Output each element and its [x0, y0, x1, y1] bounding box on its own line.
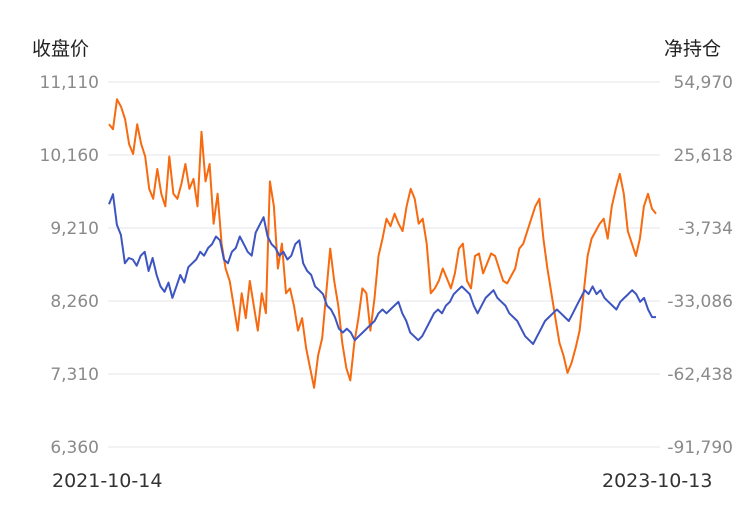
x-tick-start: 2021-10-14: [52, 470, 163, 492]
right-tick-label: -62,438: [667, 365, 733, 385]
left-tick-label: 7,310: [50, 365, 99, 385]
x-tick-end: 2023-10-13: [602, 470, 713, 492]
left-tick-label: 6,360: [50, 438, 99, 458]
left-axis-ticks: 11,110 10,160 9,210 8,260 7,310 6,360: [40, 73, 99, 458]
left-tick-label: 9,210: [50, 219, 99, 239]
right-tick-label: 25,618: [674, 146, 733, 166]
left-tick-label: 11,110: [40, 73, 99, 93]
close-price-line: [108, 193, 656, 345]
left-tick-label: 8,260: [50, 292, 99, 312]
right-tick-label: -3,734: [678, 219, 733, 239]
right-tick-label: -33,086: [667, 292, 733, 312]
net-position-line: [108, 98, 657, 389]
right-tick-label: -91,790: [667, 438, 733, 458]
series-lines: [108, 98, 657, 389]
right-axis-title: 净持仓: [664, 38, 722, 60]
right-axis-ticks: 54,970 25,618 -3,734 -33,086 -62,438 -91,790: [667, 73, 733, 458]
left-axis-title: 收盘价: [32, 38, 90, 60]
left-tick-label: 10,160: [40, 146, 99, 166]
right-tick-label: 54,970: [674, 73, 733, 93]
